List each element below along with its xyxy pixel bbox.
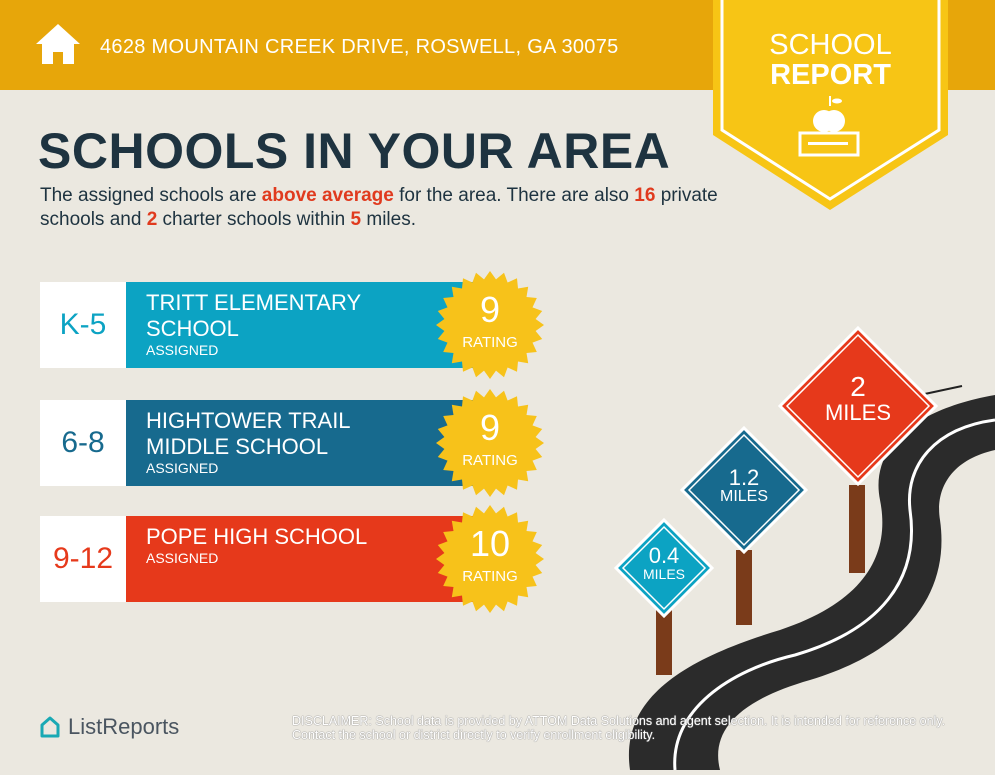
school-row[interactable]: 9-12 POPE HIGH SCHOOL ASSIGNED 10 RATING	[40, 505, 560, 613]
rating-value: 9	[479, 289, 501, 330]
rating-badge: 10 RATING	[436, 505, 544, 613]
apple-on-book-icon	[798, 96, 860, 157]
distance-sign	[614, 518, 714, 618]
rating-badge: 9 RATING	[436, 389, 544, 497]
distance-sign	[680, 426, 808, 554]
intro-text: The assigned schools are above average f…	[40, 185, 718, 230]
disclaimer: DISCLAIMER: School data is provided by A…	[292, 714, 946, 742]
distance-value: 2	[850, 371, 866, 402]
rating-value: 10	[469, 523, 511, 564]
banner-line-1: SCHOOL	[769, 29, 892, 61]
school-info: TRITT ELEMENTARY SCHOOL ASSIGNED	[126, 282, 476, 368]
grade-range: 6-8	[40, 400, 126, 486]
starburst-icon	[436, 271, 544, 379]
school-row[interactable]: K-5 TRITT ELEMENTARY SCHOOL ASSIGNED 9 R…	[40, 271, 560, 379]
banner-line-2: REPORT	[770, 59, 891, 91]
school-info: POPE HIGH SCHOOL ASSIGNED	[126, 516, 476, 602]
distance-label: 0.4 MILES	[624, 544, 704, 582]
rating-badge: 9 RATING	[436, 271, 544, 379]
rating-value: 9	[479, 407, 501, 448]
distance-unit: MILES	[642, 566, 685, 583]
grade-range: 9-12	[40, 516, 126, 602]
page-title: SCHOOLS IN YOUR AREA	[38, 123, 671, 179]
school-name: HIGHTOWER TRAIL MIDDLE SCHOOL	[146, 408, 350, 459]
listreports-logo: ListReports	[38, 714, 179, 740]
banner-title: SCHOOL REPORT	[713, 30, 948, 90]
rating-label: RATING	[462, 334, 518, 351]
assignment-status: ASSIGNED	[146, 550, 219, 566]
starburst-icon	[436, 505, 544, 613]
house-icon	[36, 24, 80, 64]
distance-unit: MILES	[824, 400, 892, 426]
property-address: 4628 MOUNTAIN CREEK DRIVE, ROSWELL, GA 3…	[100, 36, 619, 58]
starburst-icon	[436, 389, 544, 497]
school-info: HIGHTOWER TRAIL MIDDLE SCHOOL ASSIGNED	[126, 400, 476, 486]
distance-value: 0.4	[648, 543, 680, 568]
distance-label: 1.2 MILES	[704, 466, 784, 506]
grade-range: K-5	[40, 282, 126, 368]
distance-sign	[778, 326, 938, 486]
road-scene	[590, 300, 995, 775]
school-row[interactable]: 6-8 HIGHTOWER TRAIL MIDDLE SCHOOL ASSIGN…	[40, 389, 560, 497]
school-name: POPE HIGH SCHOOL	[146, 524, 368, 549]
logo-text: ListReports	[68, 714, 180, 739]
road-illustration	[628, 385, 995, 771]
school-name: TRITT ELEMENTARY SCHOOL	[146, 290, 361, 341]
distance-value: 1.2	[728, 465, 760, 490]
school-report-banner	[713, 0, 948, 210]
assignment-status: ASSIGNED	[146, 460, 219, 476]
listreports-logo-icon	[40, 716, 60, 738]
assignment-status: ASSIGNED	[146, 342, 219, 358]
rating-label: RATING	[462, 452, 518, 469]
distance-label: 2 MILES	[818, 371, 898, 426]
rating-label: RATING	[462, 568, 518, 585]
distance-unit: MILES	[719, 488, 768, 506]
